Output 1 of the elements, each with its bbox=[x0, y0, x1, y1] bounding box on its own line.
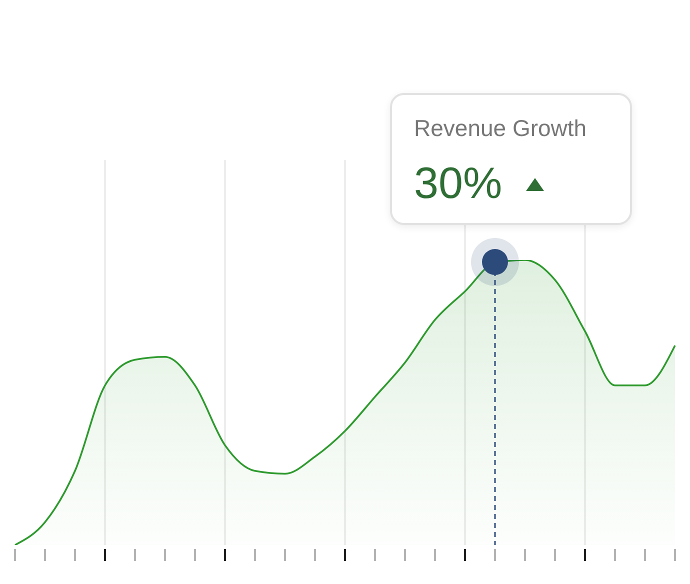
info-card: Revenue Growth 30% bbox=[390, 93, 632, 225]
